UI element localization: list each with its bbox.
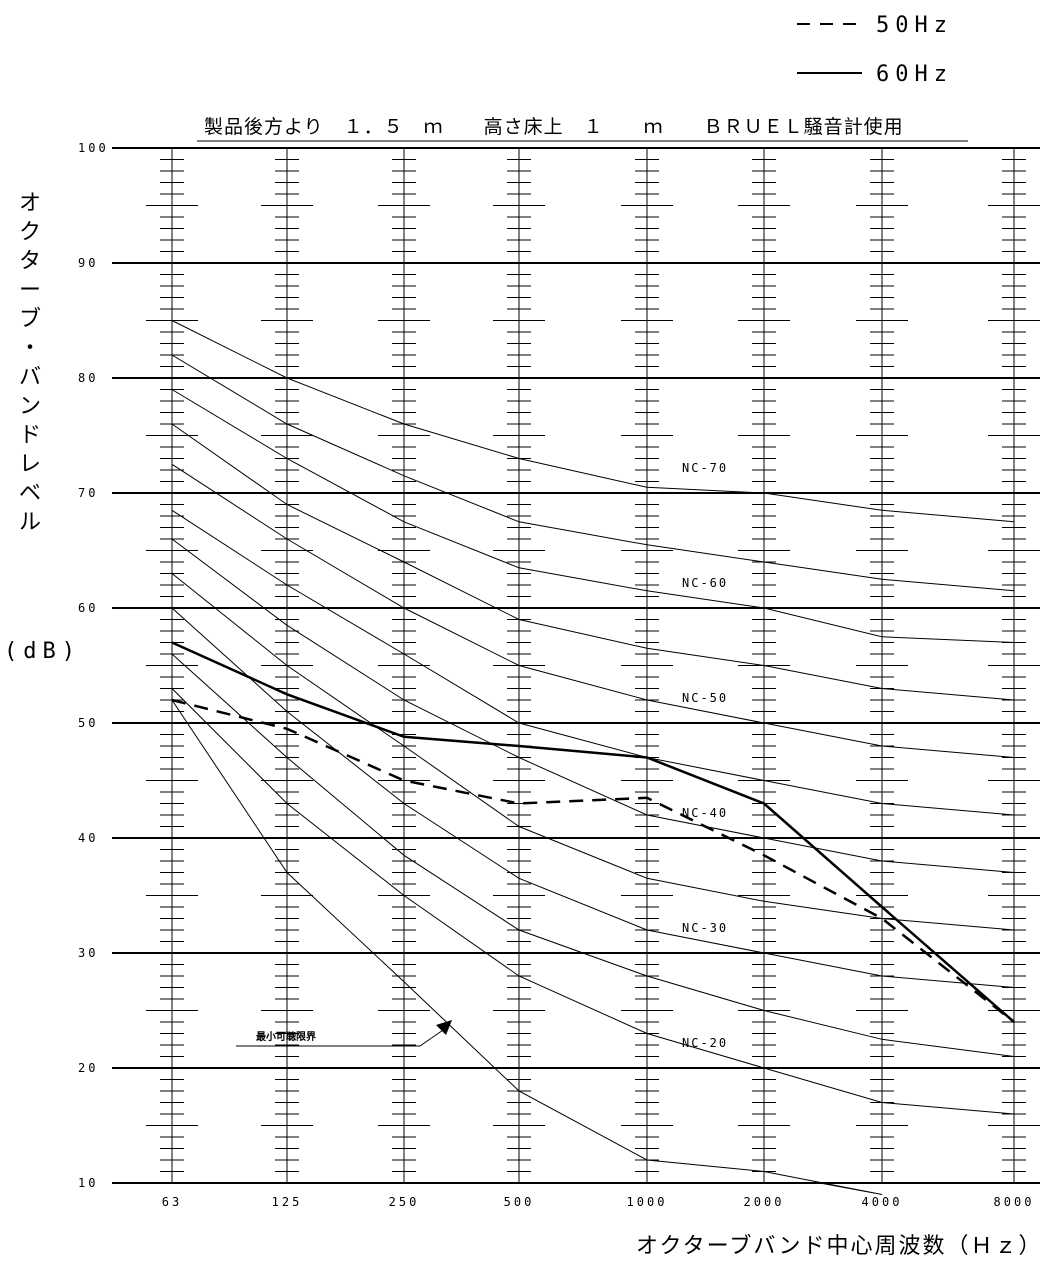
y-axis-label-char: タ — [19, 249, 41, 274]
legend-label-60hz: 60Hz — [876, 62, 953, 87]
nc-label: NC-20 — [682, 1036, 728, 1050]
nc-curve-8 — [171, 573, 1015, 931]
y-axis-label-char: ブ — [19, 307, 41, 332]
y-axis-label-char: オ — [19, 191, 41, 216]
horizontal-gridlines — [112, 147, 1040, 1184]
nc-curve-12 — [171, 699, 883, 1195]
x-tick-label: 4000 — [862, 1195, 903, 1209]
x-tick-label: 250 — [389, 1195, 420, 1209]
nc-curve-2 — [171, 354, 1015, 592]
y-tick-label: 90 — [78, 256, 98, 270]
y-axis-label-char: レ — [19, 452, 41, 477]
nc-curve-5 — [171, 463, 1015, 758]
y-tick-label: 40 — [78, 831, 98, 845]
nc-curves — [171, 320, 1015, 1195]
y-axis-unit: (dB) — [4, 639, 81, 664]
nc-curve-11 — [171, 688, 1015, 1115]
y-tick-label: 70 — [78, 486, 98, 500]
y-axis-label-char: ド — [19, 423, 41, 448]
legend: 50Hz 60Hz — [797, 13, 953, 87]
y-axis-label-char: ル — [19, 510, 41, 535]
y-tick-label: 100 — [78, 141, 109, 155]
nc-label: NC-70 — [682, 461, 728, 475]
nc-curve-3 — [171, 389, 1015, 643]
y-tick-label: 50 — [78, 716, 98, 730]
nc-label: NC-40 — [682, 806, 728, 820]
y-axis-label-char: ベ — [19, 481, 41, 506]
y-axis-label-char: ン — [19, 394, 41, 419]
nc-curve-1 — [171, 320, 1015, 523]
x-tick-label: 8000 — [994, 1195, 1035, 1209]
x-tick-label: 1000 — [627, 1195, 668, 1209]
threshold-annotation-arrow-line — [419, 1027, 447, 1047]
threshold-annotation-label: 最小可聴限界 — [256, 1030, 316, 1043]
x-tick-label: 500 — [504, 1195, 535, 1209]
series-line-60hz — [171, 641, 1015, 1023]
x-tick-label: 2000 — [744, 1195, 785, 1209]
x-tick-labels: 63 125 250 500 1000 2000 4000 8000 — [162, 1195, 1035, 1209]
threshold-annotation: 最小可聴限界 — [236, 1020, 452, 1047]
vertical-scales — [146, 148, 1040, 1183]
nc-curve-10 — [171, 653, 1015, 1057]
y-axis-label-char: バ — [19, 365, 41, 390]
y-tick-label: 10 — [78, 1176, 98, 1190]
y-tick-labels: 100 90 80 70 60 50 40 30 20 10 — [78, 141, 109, 1190]
chart-title: 製品後方より １．５ ｍ 高さ床上 １ ｍ ＢＲＵＥＬ騒音計使用 — [204, 116, 904, 138]
threshold-annotation-arrowhead — [436, 1020, 452, 1035]
x-tick-label: 125 — [272, 1195, 303, 1209]
x-axis-label: オクターブバンド中心周波数（Ｈｚ） — [636, 1234, 1042, 1259]
y-axis-label-char: ・ — [19, 336, 41, 361]
x-tick-label: 63 — [162, 1195, 182, 1209]
y-tick-label: 80 — [78, 371, 98, 385]
y-tick-label: 30 — [78, 946, 98, 960]
nc-curve-7 — [171, 538, 1015, 873]
measurement-series — [171, 641, 1015, 1023]
y-tick-label: 60 — [78, 601, 98, 615]
nc-label: NC-60 — [682, 576, 728, 590]
nc-curve-9 — [171, 607, 1015, 988]
series-line-50hz — [171, 698, 1015, 1023]
y-tick-label: 20 — [78, 1061, 98, 1075]
y-axis-label-char: ク — [19, 220, 41, 245]
nc-curve-4 — [171, 423, 1015, 701]
nc-label: NC-30 — [682, 921, 728, 935]
legend-label-50hz: 50Hz — [876, 13, 953, 38]
nc-curve-6 — [171, 509, 1015, 816]
nc-label: NC-50 — [682, 691, 728, 705]
y-axis-label-char: ー — [19, 278, 41, 303]
nc-labels: NC-70 NC-60 NC-50 NC-40 NC-30 NC-20 — [682, 461, 728, 1050]
